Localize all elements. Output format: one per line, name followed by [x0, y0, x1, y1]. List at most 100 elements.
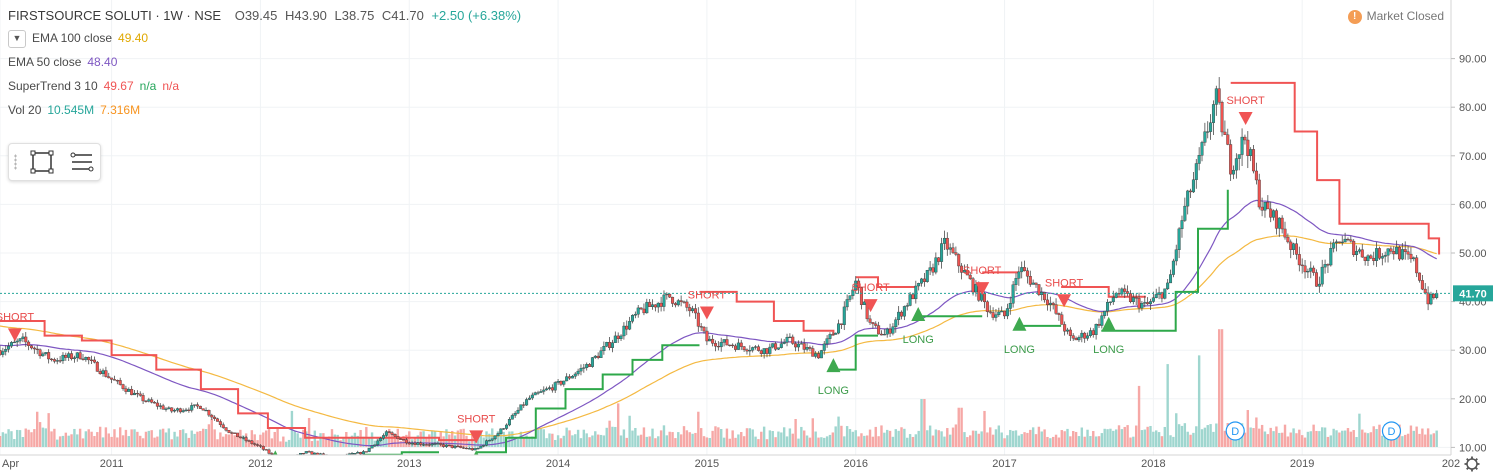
volume-bar [582, 429, 586, 447]
candle-body [651, 304, 655, 307]
candle-body [917, 283, 921, 287]
volume-bar [1086, 429, 1089, 447]
study-volume[interactable]: Vol 20 10.545M 7.316M [8, 98, 521, 122]
drawing-toolbox[interactable] [8, 143, 101, 181]
drag-handle[interactable] [14, 154, 17, 170]
candle-body [980, 293, 984, 301]
candle-body [1, 351, 5, 355]
candle-body [133, 392, 137, 396]
candle-body [1323, 264, 1327, 268]
volume-bar [1249, 427, 1252, 447]
study-ema50[interactable]: EMA 50 close 48.40 [8, 50, 521, 74]
volume-bar [843, 436, 846, 447]
volume-bar [64, 432, 68, 447]
volume-bar [282, 436, 285, 447]
candle-body [1383, 254, 1387, 257]
symbol-title[interactable]: FIRSTSOURCE SOLUTI · 1W · NSE [8, 8, 222, 23]
candle-body [751, 347, 755, 351]
study-supertrend[interactable]: SuperTrend 3 10 49.67 n/a n/a [8, 74, 521, 98]
candle-body [321, 453, 325, 455]
candle-body [118, 380, 122, 385]
gear-icon[interactable] [1464, 456, 1480, 472]
candle-body [1051, 302, 1055, 305]
volume-bar [53, 428, 56, 447]
volume-bar [98, 426, 102, 447]
volume-bar [539, 428, 543, 447]
candle-body [150, 399, 154, 403]
volume-bar [13, 439, 16, 447]
study-value: 7.316M [100, 103, 141, 117]
candle-body [610, 342, 614, 348]
volume-bar [571, 435, 574, 447]
volume-bar [1023, 432, 1026, 447]
candle-body [1349, 239, 1353, 242]
candle-body [442, 444, 446, 447]
candle-body [782, 342, 786, 344]
volume-bar [1323, 427, 1327, 447]
last-price-box [1453, 285, 1493, 302]
volume-bar [493, 434, 497, 447]
candle-body [367, 447, 371, 452]
volume-bar [522, 438, 525, 447]
candle-body [639, 307, 643, 310]
volume-bar [1206, 425, 1209, 447]
candle-body [427, 444, 431, 446]
candle-body [21, 336, 25, 339]
ohlc-change: +2.50 (+6.38%) [431, 8, 522, 23]
candle-body [940, 243, 944, 262]
candle-body [313, 452, 317, 455]
candle-body [1403, 249, 1407, 252]
lines-tool-icon[interactable] [69, 149, 95, 175]
volume-bar [190, 430, 193, 447]
volume-bar [780, 432, 783, 447]
volume-bar [797, 438, 800, 447]
volume-bar [1329, 435, 1332, 447]
study-name: Vol 20 [8, 103, 42, 117]
candle-body [1249, 149, 1253, 156]
candle-body [1140, 303, 1144, 309]
candle-body [213, 416, 217, 419]
study-value: n/a [162, 79, 180, 93]
volume-bar [548, 433, 551, 447]
volume-bar [224, 434, 228, 447]
volume-bar [1132, 436, 1135, 447]
volume-bar [551, 433, 554, 447]
volume-bar [1155, 430, 1158, 447]
candle-body [1097, 323, 1101, 326]
ohlc-high: H43.90 [284, 8, 327, 23]
candle-body [1332, 242, 1336, 249]
volume-bar [771, 431, 774, 447]
candle-body [985, 301, 989, 312]
volume-bar [1369, 432, 1373, 447]
volume-bar [1043, 429, 1046, 447]
rectangle-tool-icon[interactable] [29, 149, 55, 175]
candle-body [7, 345, 11, 350]
volume-bar [1349, 431, 1353, 447]
volume-bar [1229, 435, 1232, 447]
market-status[interactable]: ! Market Closed [1347, 9, 1444, 24]
candle-body [888, 328, 892, 334]
candle-body [1137, 298, 1141, 309]
candle-body [299, 452, 303, 455]
volume-bar [1054, 434, 1058, 447]
candle-body [596, 355, 600, 358]
volume-bar [18, 430, 22, 447]
study-ema100[interactable]: ▼ EMA 100 close 49.40 [8, 26, 521, 50]
candle-body [1392, 251, 1396, 255]
volume-bar [1134, 425, 1138, 447]
volume-bar [845, 426, 849, 447]
time-tick-label: Apr [2, 458, 19, 470]
candle-body [1352, 240, 1356, 256]
short-label: SHORT [457, 413, 496, 425]
volume-bar [428, 434, 431, 447]
volume-bar [124, 429, 128, 447]
volume-bar [21, 436, 25, 447]
candle-body [153, 402, 157, 404]
candle-body [195, 404, 199, 407]
chevron-down-icon[interactable]: ▼ [8, 29, 26, 48]
candle-body [1160, 292, 1164, 299]
candle-body [994, 314, 998, 318]
candle-body [1100, 315, 1104, 326]
long-label: LONG [1093, 344, 1124, 356]
